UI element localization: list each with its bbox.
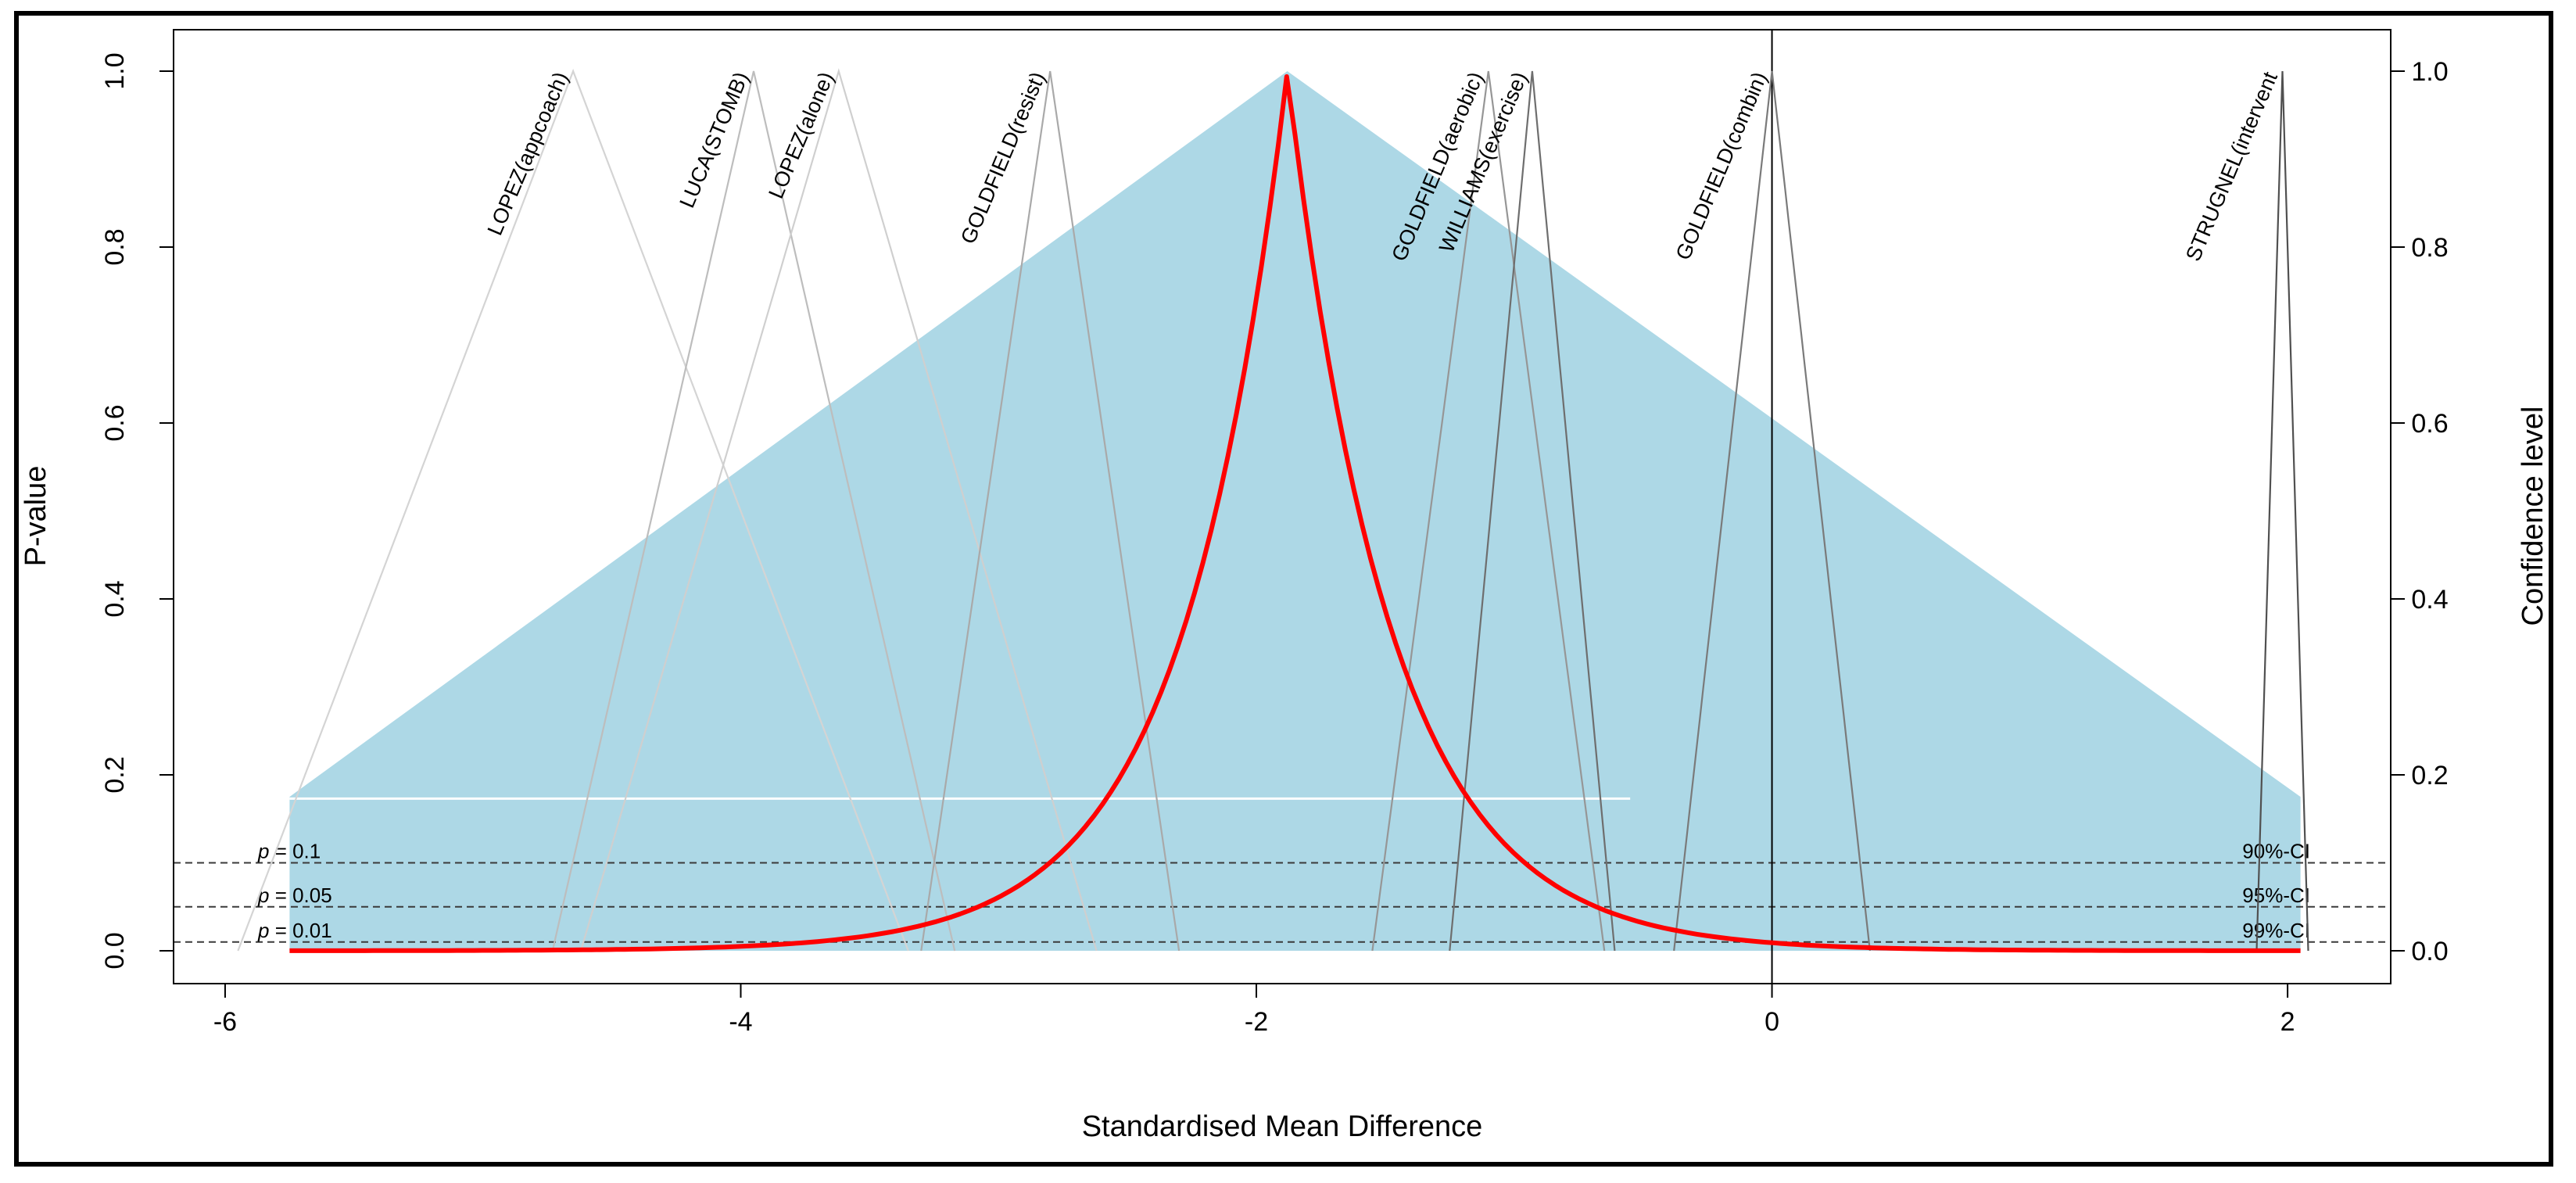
x-tick-label: 2: [2280, 1007, 2295, 1037]
y-tick-label: 1.0: [100, 52, 130, 89]
right-tick-label: 0.4: [2411, 585, 2448, 615]
p-symbol: p: [257, 884, 269, 907]
study-label: STRUGNEL(intervent: [2181, 68, 2282, 264]
study-curve: [920, 70, 1181, 952]
p-threshold: = 0.1: [269, 840, 321, 863]
reference-label-right: 95%-CI: [2242, 884, 2310, 907]
study-curve: [1371, 70, 1606, 952]
right-tick-label: 0.2: [2411, 761, 2448, 790]
x-tick-label: -2: [1245, 1007, 1268, 1037]
y-tick-label: 0.0: [100, 932, 130, 969]
p-symbol: p: [257, 840, 269, 863]
y-tick-label: 0.4: [100, 580, 130, 617]
p-symbol: p: [257, 919, 269, 942]
plot-border: [173, 29, 2391, 984]
x-tick-label: -4: [729, 1007, 752, 1037]
y-tick-label: 0.6: [100, 404, 130, 441]
study-curves-layer: [237, 68, 2309, 952]
study-curve: [1449, 70, 1616, 952]
prediction-region-layer: [289, 71, 2301, 951]
right-axis-label: Confidence level: [2517, 407, 2549, 626]
prediction-region: [289, 71, 2301, 951]
x-axis-label: Standardised Mean Difference: [1082, 1110, 1483, 1143]
reference-label-left: p = 0.05: [257, 884, 332, 907]
chart-frame: [14, 11, 2553, 1167]
right-tick-label: 0.0: [2411, 937, 2448, 966]
study-label: LOPEZ(appcoach): [483, 69, 573, 239]
study-label: GOLDFIELD(combin): [1671, 69, 1772, 263]
y-tick-label: 0.8: [100, 228, 130, 265]
pooled-curve: [289, 74, 2301, 953]
study-curve: [579, 68, 1098, 952]
study-label: GOLDFIELD(resist): [956, 69, 1050, 248]
study-label: LOPEZ(alone): [764, 69, 838, 203]
reference-label-left: p = 0.01: [257, 919, 332, 942]
p-threshold: = 0.05: [269, 884, 331, 907]
study-curve: [551, 70, 956, 952]
study-curve: [2255, 70, 2309, 952]
reference-label-right: 90%-CI: [2242, 840, 2310, 863]
right-tick-label: 0.8: [2411, 233, 2448, 263]
axes-layer: -6 -4 -2 0 2 0.0 0.2 0.4 0.6 0.8 1.0 0.0 0.2 0.4 0.6 0.…: [100, 29, 2449, 1037]
x-tick-label: 0: [1765, 1007, 1779, 1037]
p-threshold: = 0.01: [269, 919, 331, 942]
y-axis-label: P-value: [20, 466, 52, 567]
reference-label-left: p = 0.1: [257, 840, 321, 863]
study-label: LUCA(STOMB): [675, 69, 753, 212]
right-tick-label: 1.0: [2411, 57, 2448, 87]
reference-lines-layer: p = 0.1 90%-CI p = 0.05 95%-CI p = 0.01 99%-C…: [174, 30, 2391, 984]
pooled-curve-layer: [289, 74, 2301, 953]
right-tick-label: 0.6: [2411, 409, 2448, 439]
study-curve: [1673, 70, 1871, 952]
x-tick-label: -6: [213, 1007, 237, 1037]
reference-label-right: 99%-CI: [2242, 919, 2310, 942]
y-tick-label: 0.2: [100, 756, 130, 793]
study-curve: [237, 68, 909, 952]
